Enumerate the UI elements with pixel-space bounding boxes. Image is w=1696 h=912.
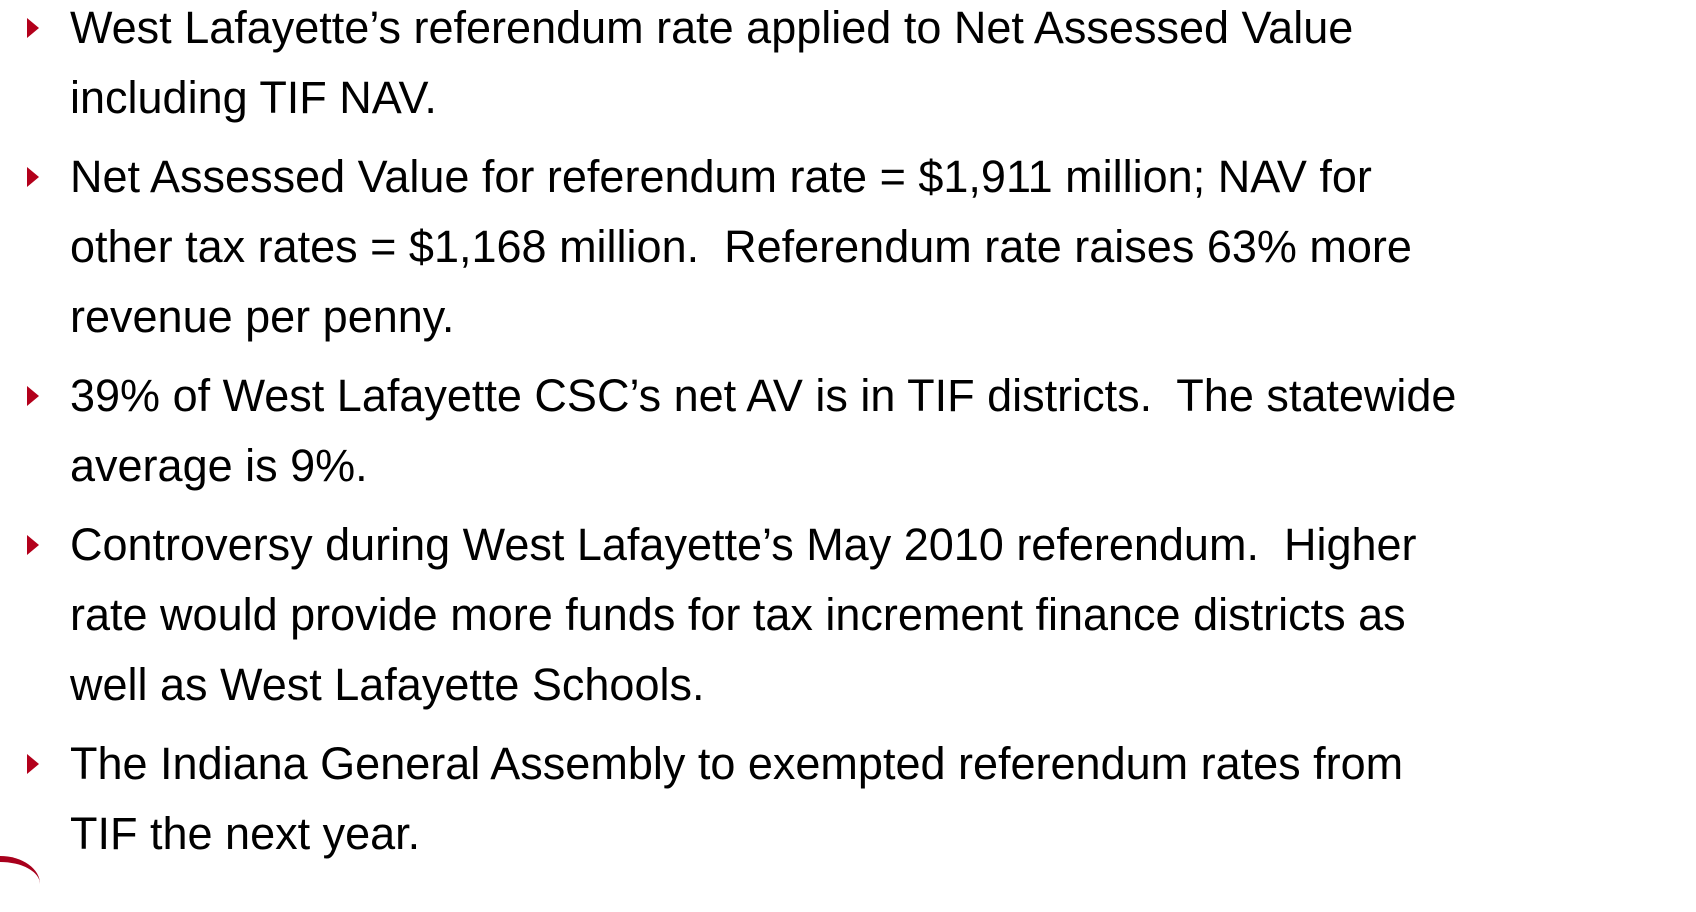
bullet-marker <box>27 535 39 555</box>
bullet-text: West Lafayette’s referendum rate applied… <box>70 2 1354 53</box>
bullet-item: Controversy during West Lafayette’s May … <box>0 510 1696 720</box>
bullet-text: 39% of West Lafayette CSC’s net AV is in… <box>70 370 1457 421</box>
corner-decoration <box>0 856 40 912</box>
bullet-marker <box>27 167 39 187</box>
bullet-text: TIF the next year. <box>70 808 421 859</box>
bullet-text: Net Assessed Value for referendum rate =… <box>70 151 1372 202</box>
bullet-text: rate would provide more funds for tax in… <box>70 589 1406 640</box>
bullet-marker <box>27 18 39 38</box>
bullet-text: well as West Lafayette Schools. <box>70 659 705 710</box>
bullet-text: revenue per penny. <box>70 291 455 342</box>
bullet-marker <box>27 386 39 406</box>
bullet-text: average is 9%. <box>70 440 368 491</box>
slide: West Lafayette’s referendum rate applied… <box>0 2 1457 862</box>
bullet-text: The Indiana General Assembly to exempted… <box>70 738 1404 789</box>
bullet-item: Net Assessed Value for referendum rate =… <box>0 142 1696 352</box>
bullet-item: The Indiana General Assembly to exempted… <box>0 729 1696 869</box>
bullet-text: other tax rates = $1,168 million. Refere… <box>70 221 1412 272</box>
bullet-item: 39% of West Lafayette CSC’s net AV is in… <box>0 361 1696 501</box>
bullet-list: West Lafayette’s referendum rate applied… <box>0 0 1696 869</box>
bullet-item: West Lafayette’s referendum rate applied… <box>0 0 1696 133</box>
bullet-text: Controversy during West Lafayette’s May … <box>70 519 1417 570</box>
bullet-marker <box>27 754 39 774</box>
bullet-text: including TIF NAV. <box>70 72 437 123</box>
